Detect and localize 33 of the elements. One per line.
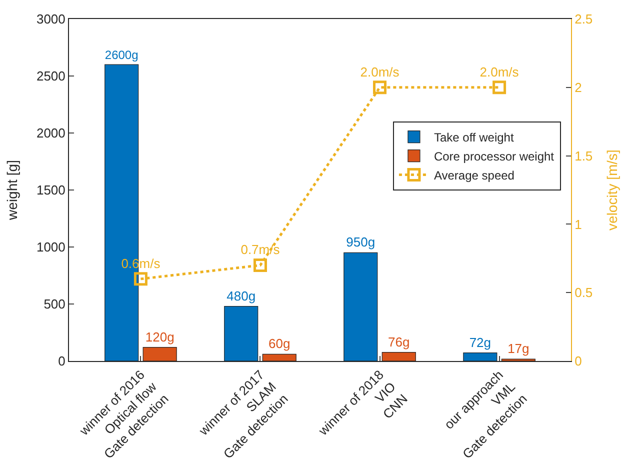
data-label: 72g: [469, 334, 492, 350]
data-label: 950g: [346, 234, 376, 250]
y2-tick-label: 1.5: [574, 148, 593, 164]
data-label: 480g: [226, 288, 256, 304]
legend-label: Core processor weight: [434, 149, 555, 164]
y2-tick-label: 0.5: [574, 285, 593, 300]
point: [373, 80, 387, 94]
y-tick-label: 2000: [36, 126, 66, 141]
data-label: 17g: [508, 341, 530, 356]
y2-tick-label: 0: [574, 354, 582, 369]
y-tick-label: 0: [58, 354, 66, 369]
data-label: 76g: [388, 334, 410, 350]
y-tick-label: 3000: [36, 12, 66, 27]
data-label: 120g: [145, 329, 174, 344]
legend-label: Take off weight: [434, 130, 514, 144]
y2-tick-label: 2: [574, 80, 582, 95]
y2-tick-label: 1: [574, 216, 582, 232]
point: [492, 80, 506, 94]
point: [253, 258, 267, 272]
y2-axis-title: velocity [m/s]: [604, 150, 620, 230]
y2-tick-label: 2.5: [574, 12, 593, 27]
data-label: 60g: [268, 336, 290, 352]
point: [134, 272, 148, 286]
data-label: 0.7m/s: [240, 242, 280, 258]
data-label: 2600g: [104, 48, 138, 62]
y-axis-title: weight [g]: [4, 160, 20, 221]
data-label: 2.0m/s: [480, 64, 520, 80]
data-label: 2.0m/s: [360, 64, 400, 80]
y-tick-label: 2500: [36, 68, 66, 84]
y-tick-label: 1000: [36, 240, 66, 255]
y-tick-label: 500: [44, 296, 66, 312]
legend-label: Average speed: [434, 168, 514, 182]
y-tick-label: 1500: [36, 182, 66, 198]
